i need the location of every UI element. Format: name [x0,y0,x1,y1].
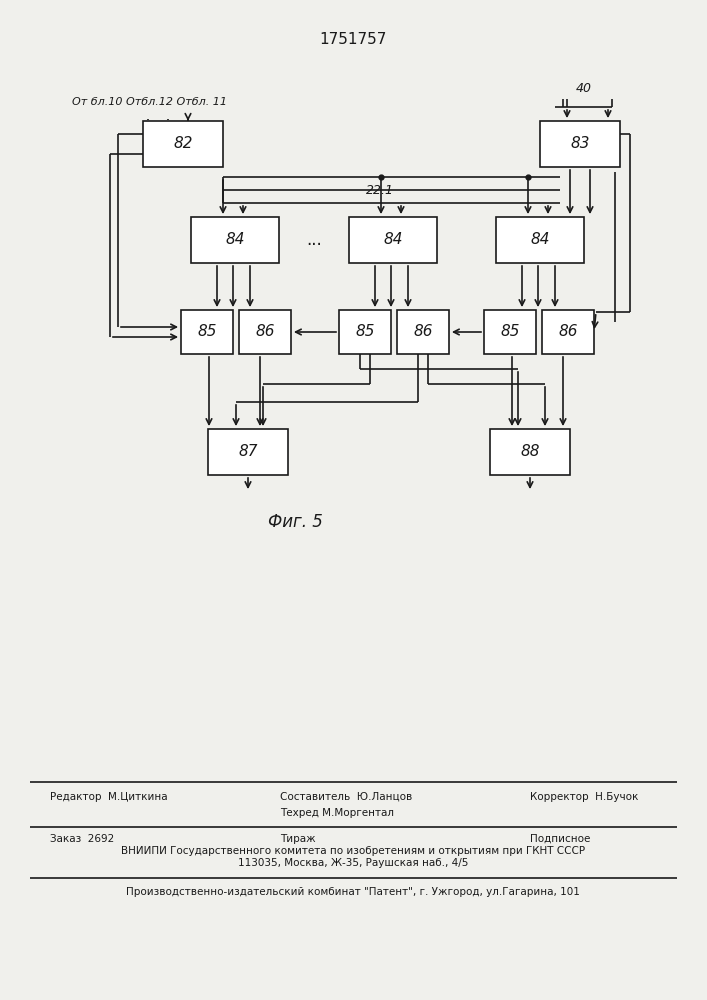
Text: 85: 85 [197,324,217,340]
Text: Подписное: Подписное [530,834,590,844]
Text: ...: ... [306,231,322,249]
Text: 86: 86 [414,324,433,340]
Bar [349,217,437,263]
Text: Составитель  Ю.Ланцов: Составитель Ю.Ланцов [280,792,412,802]
Text: 113035, Москва, Ж-35, Раушская наб., 4/5: 113035, Москва, Ж-35, Раушская наб., 4/5 [238,857,468,867]
Text: 82: 82 [173,136,193,151]
Text: 87: 87 [238,444,258,460]
Text: Фиг. 5: Фиг. 5 [267,513,322,531]
Text: 22.1: 22.1 [366,184,394,196]
Text: Заказ  2692: Заказ 2692 [50,834,115,844]
Bar [540,121,620,167]
Bar [181,310,233,354]
Text: 1751757: 1751757 [320,32,387,47]
Text: 85: 85 [501,324,520,340]
Bar [208,429,288,475]
Bar [490,429,570,475]
Text: 84: 84 [530,232,550,247]
Bar [496,217,584,263]
Text: 84: 84 [226,232,245,247]
Text: Тираж: Тираж [280,834,315,844]
Text: 40: 40 [575,83,592,96]
Text: 86: 86 [559,324,578,340]
Bar [239,310,291,354]
Bar [542,310,594,354]
Text: 85: 85 [355,324,375,340]
Bar [484,310,536,354]
Text: 83: 83 [571,136,590,151]
Text: Техред М.Моргентал: Техред М.Моргентал [280,808,394,818]
Text: 86: 86 [255,324,275,340]
Bar [143,121,223,167]
Bar [397,310,449,354]
Text: ВНИИПИ Государственного комитета по изобретениям и открытиям при ГКНТ СССР: ВНИИПИ Государственного комитета по изоб… [121,846,585,856]
Text: Корректор  Н.Бучок: Корректор Н.Бучок [530,792,638,802]
Text: 88: 88 [520,444,539,460]
Text: Редактор  М.Циткина: Редактор М.Циткина [50,792,168,802]
Bar [191,217,279,263]
Text: Производственно-издательский комбинат "Патент", г. Ужгород, ул.Гагарина, 101: Производственно-издательский комбинат "П… [126,887,580,897]
Bar [339,310,391,354]
Text: От бл.10 Отбл.12 Отбл. 11: От бл.10 Отбл.12 Отбл. 11 [72,97,227,107]
Text: 84: 84 [383,232,403,247]
